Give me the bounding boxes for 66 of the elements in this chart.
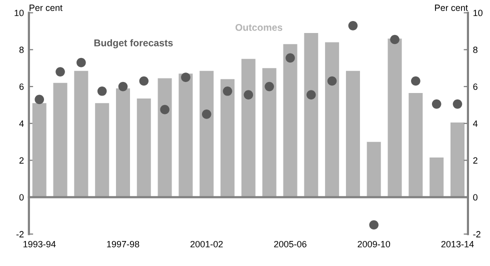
bar (366, 142, 381, 198)
point (390, 34, 400, 44)
bar (304, 33, 318, 198)
x-tick-label: 2005-06 (274, 240, 306, 248)
bar (220, 79, 235, 198)
y-tick-label: 6 (19, 84, 24, 90)
x-tick-label: 2001-02 (190, 240, 223, 248)
bar (262, 68, 276, 198)
point (181, 72, 190, 82)
x-tick-label: 1997-98 (107, 240, 140, 248)
point (139, 76, 149, 86)
bar (325, 42, 340, 198)
point (160, 104, 170, 114)
x-tick-label: 2013-14 (441, 240, 474, 248)
y-tick-label: 0 (19, 194, 24, 201)
bar (241, 58, 256, 198)
point (452, 99, 462, 109)
y-tick-label: -2 (16, 231, 24, 238)
bar (53, 82, 68, 198)
point (369, 220, 379, 230)
y-tick-label: 10 (14, 10, 24, 16)
y2-tick-label: 4 (473, 120, 478, 127)
bar (74, 70, 88, 198)
bar (136, 98, 151, 198)
y-tick-label: 8 (19, 46, 24, 54)
point (118, 82, 128, 92)
point (286, 53, 295, 63)
bar (408, 92, 423, 198)
bar (116, 88, 130, 198)
bar (283, 44, 298, 198)
bar (430, 158, 444, 198)
y2-axis-title: Per cent (435, 4, 468, 11)
point (327, 76, 337, 86)
point (432, 99, 442, 109)
y-tick-label: 2 (19, 157, 24, 164)
y2-tick-label: 2 (473, 157, 478, 164)
point (222, 86, 232, 96)
point (264, 82, 274, 92)
y-axis-title: Per cent (30, 4, 62, 11)
y2-tick-label: 10 (474, 10, 482, 16)
series-label: Outcomes (236, 24, 282, 31)
point (202, 110, 212, 119)
point (56, 67, 65, 76)
y2-tick-label: -2 (473, 231, 480, 238)
point (306, 90, 316, 100)
point (34, 94, 44, 104)
bar (95, 103, 110, 198)
bar (32, 103, 46, 198)
bar (450, 122, 464, 198)
bar (200, 70, 214, 198)
y2-tick-label: 0 (473, 194, 478, 201)
bar (178, 74, 193, 198)
y-tick-label: 4 (19, 120, 24, 127)
point (76, 58, 86, 68)
point (244, 90, 254, 100)
point (97, 86, 107, 96)
x-tick-label: 1993-94 (23, 240, 56, 248)
y2-tick-label: 6 (473, 84, 478, 90)
point (348, 21, 358, 30)
series-label: Budget forecasts (94, 39, 173, 48)
bar (346, 70, 360, 198)
bar (388, 38, 402, 198)
x-tick-label: 2009-10 (358, 240, 390, 248)
y2-tick-label: 8 (473, 46, 478, 54)
point (411, 76, 420, 86)
bar (158, 78, 172, 198)
